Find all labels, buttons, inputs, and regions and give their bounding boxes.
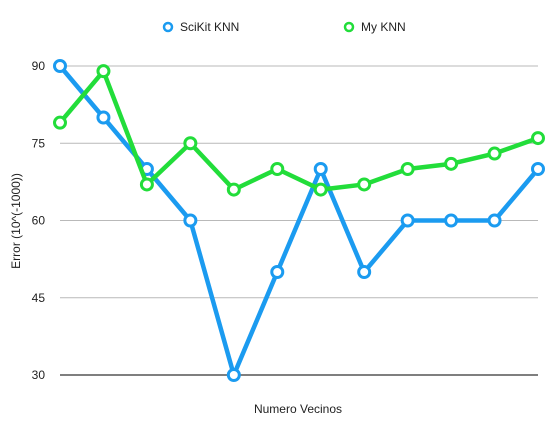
data-point bbox=[444, 213, 459, 228]
data-point bbox=[400, 213, 415, 228]
data-point bbox=[531, 162, 545, 176]
y-axis-title: Error (10^(-1000)) bbox=[9, 173, 23, 269]
data-point bbox=[226, 368, 241, 382]
data-point bbox=[357, 265, 372, 279]
data-point bbox=[183, 213, 198, 228]
legend: SciKit KNN My KNN bbox=[162, 20, 406, 34]
legend-label: My KNN bbox=[361, 20, 406, 34]
data-point bbox=[270, 162, 285, 176]
series-1 bbox=[53, 64, 545, 197]
x-axis-title: Numero Vecinos bbox=[254, 402, 342, 416]
y-tick-label: 60 bbox=[32, 214, 46, 228]
y-tick-label: 30 bbox=[32, 368, 46, 382]
legend-marker bbox=[343, 21, 355, 33]
data-point bbox=[400, 162, 415, 176]
data-point bbox=[226, 182, 241, 197]
data-point bbox=[444, 156, 459, 171]
legend-item-1: My KNN bbox=[343, 20, 406, 34]
series-line bbox=[57, 68, 541, 192]
data-point bbox=[96, 64, 111, 79]
data-point bbox=[183, 136, 198, 151]
legend-label: SciKit KNN bbox=[180, 20, 239, 34]
y-tick-labels: 30 45 60 75 90 bbox=[32, 59, 46, 382]
y-tick-label: 75 bbox=[32, 136, 46, 150]
y-tick-label: 90 bbox=[32, 59, 46, 73]
data-point bbox=[313, 162, 328, 176]
data-point bbox=[313, 182, 328, 197]
data-point bbox=[53, 115, 67, 130]
data-point bbox=[487, 213, 502, 228]
series-layer bbox=[53, 59, 545, 382]
legend-marker bbox=[162, 21, 174, 33]
data-point bbox=[53, 59, 67, 73]
data-point bbox=[96, 110, 111, 125]
data-point bbox=[487, 146, 502, 161]
legend-item-0: SciKit KNN bbox=[162, 20, 239, 34]
y-tick-label: 45 bbox=[32, 291, 46, 305]
data-point bbox=[357, 177, 372, 192]
data-point bbox=[270, 265, 285, 279]
data-point bbox=[139, 177, 154, 192]
data-point bbox=[531, 131, 545, 146]
